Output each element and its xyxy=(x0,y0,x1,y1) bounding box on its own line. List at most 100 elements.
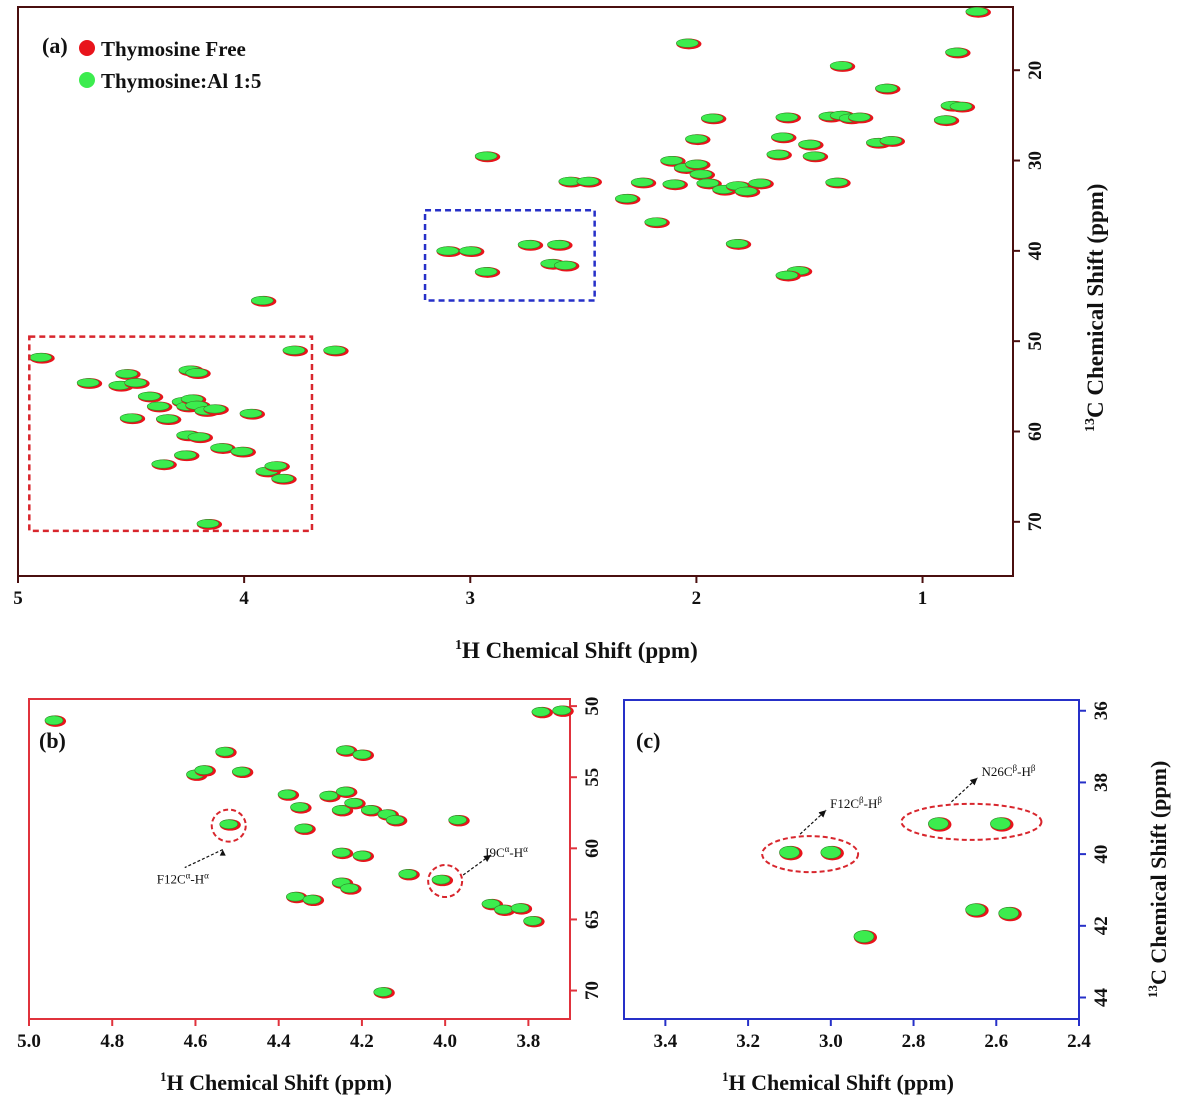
x-tick-label-0: 3.4 xyxy=(653,1031,677,1052)
peak-complex-56 xyxy=(775,112,799,122)
peak-complex-2 xyxy=(194,765,214,775)
peak-complex-53 xyxy=(748,178,772,188)
peak-complex-19 xyxy=(352,749,372,760)
panel-a: 5 4 3 2 1 20 30 40 50 60 70 (a) Thymosine Free Th… xyxy=(13,6,1108,663)
x-tick-label-1: 4.8 xyxy=(100,1031,124,1052)
annotation-arrow-0 xyxy=(184,849,224,869)
legend-complex-swatch xyxy=(79,72,95,88)
y-tick-label-5: 70 xyxy=(1025,512,1046,531)
peak-complex-67 xyxy=(825,177,848,187)
annotation-label-tailsup-0: β xyxy=(877,795,882,805)
annotation-label-tailsup-1: β xyxy=(1031,763,1036,773)
annotation-label-sup-0: β xyxy=(859,795,864,805)
peak-complex-3 xyxy=(215,746,234,757)
peak-complex-17 xyxy=(385,815,405,825)
y-tick-label-1: 55 xyxy=(582,768,603,787)
peak-complex-71 xyxy=(685,134,708,144)
peak-complex-33 xyxy=(474,267,498,277)
peak-complex-5 xyxy=(219,819,239,829)
peak-complex-3 xyxy=(115,369,138,379)
peak-complex-49 xyxy=(696,178,720,188)
y-tick-label-0: 50 xyxy=(582,697,603,716)
annotation-label-sup-1: β xyxy=(1013,763,1018,773)
peak-complex-1 xyxy=(820,846,842,859)
peak-complex-4 xyxy=(124,378,147,388)
peak-complex-4 xyxy=(990,817,1011,830)
panel-a-x-axis-label: 1H Chemical Shift (ppm) xyxy=(455,638,698,663)
peak-complex-54 xyxy=(766,149,790,159)
annotation-label-tailsup-1: α xyxy=(523,844,528,854)
peak-complex-23 xyxy=(239,408,263,418)
annotation-label-0: F12Cα-Hα xyxy=(157,871,209,887)
panel-a-x-ticks: 5 4 3 2 1 xyxy=(13,576,927,609)
zoom-box-blue xyxy=(423,208,596,302)
peak-complex-62 xyxy=(847,112,871,122)
peak-complex-20 xyxy=(187,432,211,442)
peak-complex-3 xyxy=(928,817,949,830)
peak-complex-6 xyxy=(998,906,1019,920)
panel-a-y-ticks: 20 30 40 50 60 70 xyxy=(1013,61,1046,531)
annotation-label-1: I9Cα-Hα xyxy=(485,844,528,860)
peak-complex-29 xyxy=(196,519,220,529)
peak-complex-72 xyxy=(700,113,724,123)
legend-free-label: Thymosine Free xyxy=(101,37,246,61)
x-tick-label-2: 4.6 xyxy=(184,1031,208,1052)
x-tick-label-4: 4.2 xyxy=(350,1031,374,1052)
y-tick-label-4: 60 xyxy=(1025,422,1046,441)
peak-complex-15 xyxy=(360,805,380,815)
y-tick-label-3: 65 xyxy=(582,910,603,929)
peak-complex-0 xyxy=(44,715,64,726)
y-tick-label-0: 20 xyxy=(1025,61,1046,80)
peak-complex-42 xyxy=(630,177,654,187)
peak-complex-27 xyxy=(481,898,501,909)
peak-complex-41 xyxy=(615,193,638,203)
annotation-label-sup-0: α xyxy=(186,871,191,881)
x-tick-label-0: 5.0 xyxy=(17,1031,41,1052)
y-tick-label-4: 44 xyxy=(1091,987,1112,1007)
peak-complex-8 xyxy=(151,459,175,469)
x-tick-label-4: 1 xyxy=(918,588,928,609)
peak-complex-32 xyxy=(458,246,482,256)
x-tick-label-4: 2.6 xyxy=(984,1031,1008,1052)
peak-complex-45 xyxy=(660,156,683,166)
peak-complex-27 xyxy=(282,345,306,355)
annotation-label-main-0: F12C xyxy=(157,872,186,887)
annotation-label-tail-1: -H xyxy=(1017,764,1031,779)
panel-c-y-axis-label: 13C Chemical Shift (ppm) xyxy=(1145,761,1171,998)
annotation-label-main-1: N26C xyxy=(981,764,1012,779)
y-tick-label-3: 42 xyxy=(1091,916,1112,935)
peak-complex-12 xyxy=(335,786,355,797)
y-tick-label-2: 60 xyxy=(582,839,603,858)
y-tick-label-1: 30 xyxy=(1025,151,1046,170)
peak-complex-11 xyxy=(319,790,338,801)
y-tick-label-4: 70 xyxy=(582,981,603,1000)
peak-complex-48 xyxy=(689,169,713,179)
peak-complex-37 xyxy=(553,260,577,270)
peak-complex-26 xyxy=(271,473,294,483)
peak-complex-33 xyxy=(552,705,571,716)
panel-c-label: (c) xyxy=(636,728,660,753)
peak-complex-25 xyxy=(264,461,288,471)
peak-complex-5 xyxy=(119,413,143,423)
panel-b-x-axis-label: 1H Chemical Shift (ppm) xyxy=(160,1069,392,1095)
x-tick-label-5: 4.0 xyxy=(433,1031,457,1052)
panel-b-peaks xyxy=(44,705,574,999)
peak-complex-28 xyxy=(323,345,346,355)
annotation-arrow-1 xyxy=(951,777,978,803)
x-tick-label-3: 4.4 xyxy=(267,1031,291,1052)
annotation-label-tail-0: -H xyxy=(190,872,204,887)
peak-complex-65 xyxy=(879,136,903,146)
x-tick-label-2: 3.0 xyxy=(819,1031,843,1052)
peak-complex-22 xyxy=(230,446,254,456)
annotation-label-tail-1: -H xyxy=(509,845,523,860)
y-tick-label-0: 36 xyxy=(1091,701,1112,720)
annotation-label-tailsup-0: α xyxy=(204,871,209,881)
annotation-label-main-0: F12C xyxy=(830,796,859,811)
peak-complex-58 xyxy=(802,151,826,161)
peak-complex-21 xyxy=(210,443,233,453)
peak-complex-31 xyxy=(373,987,393,997)
x-tick-label-1: 4 xyxy=(239,588,249,609)
peak-complex-66 xyxy=(829,61,853,71)
peak-complex-77 xyxy=(945,47,968,57)
